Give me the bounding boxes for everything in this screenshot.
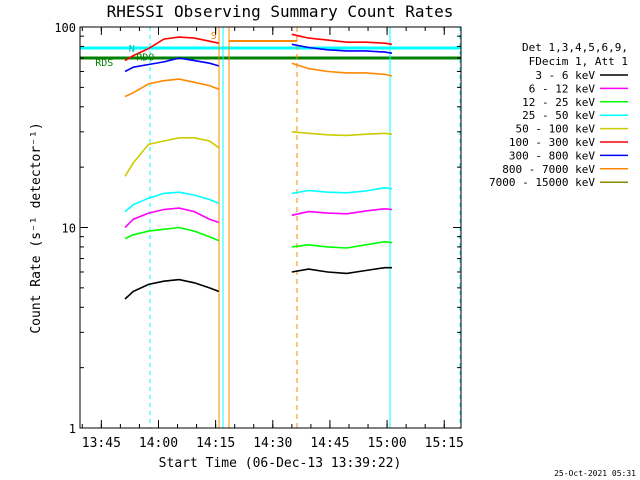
y-tick-label: 1 xyxy=(69,422,76,436)
x-tick-label: 15:15 xyxy=(425,436,464,451)
series-line-100-300-kev-2 xyxy=(291,33,393,46)
legend: Det 1,3,4,5,6,9, FDecim 1, Att 1 3 - 6 k… xyxy=(489,41,628,189)
y-tick-label: 10 xyxy=(62,222,76,236)
series-line-6-12-kev-1 xyxy=(124,207,219,229)
series-line-12-25-kev-2 xyxy=(291,240,393,249)
series-line-6-12-kev-2 xyxy=(291,207,393,217)
series-layer xyxy=(124,33,393,300)
annotation-rds: RDS xyxy=(95,58,113,69)
series-line-50-100-kev-1 xyxy=(124,137,220,177)
legend-label-7000-15000-kev: 7000 - 15000 keV xyxy=(489,176,595,189)
legend-header-2: FDecim 1, Att 1 xyxy=(529,55,628,68)
series-line-25-50-kev-1 xyxy=(124,191,220,213)
x-tick-label: 14:15 xyxy=(196,436,235,451)
series-line-300-800-kev-2 xyxy=(291,43,393,54)
background-indicators xyxy=(80,27,461,428)
annotation-n: N xyxy=(129,44,135,55)
plot-frame xyxy=(79,26,462,429)
series-line-3-6-kev-1 xyxy=(124,278,219,300)
x-tick-label: 14:30 xyxy=(253,436,292,451)
series-line-50-100-kev-2 xyxy=(291,131,393,137)
legend-label-100-300-kev: 100 - 300 keV xyxy=(509,136,595,149)
footer-timestamp: 25-Oct-2021 05:31 xyxy=(554,469,636,478)
series-line-100-300-kev-1 xyxy=(124,36,219,62)
series-line-25-50-kev-2 xyxy=(291,186,393,195)
legend-label-50-100-kev: 50 - 100 keV xyxy=(516,123,596,136)
series-line-3-6-kev-2 xyxy=(291,266,392,275)
x-tick-label: 13:45 xyxy=(82,436,121,451)
series-line-800-7000-kev-1 xyxy=(124,78,219,98)
series-line-12-25-kev-1 xyxy=(124,226,220,242)
series-line-300-800-kev-1 xyxy=(124,57,219,73)
legend-label-3-6-kev: 3 - 6 keV xyxy=(535,69,595,82)
legend-label-12-25-kev: 12 - 25 keV xyxy=(522,96,595,109)
annotation-s: S xyxy=(211,31,217,42)
chart-title: RHESSI Observing Summary Count Rates xyxy=(107,2,454,21)
y-axis: 1 10 100 xyxy=(54,21,461,436)
x-tick-label: 15:00 xyxy=(368,436,407,451)
legend-label-800-7000-kev: 800 - 7000 keV xyxy=(502,163,595,176)
y-axis-label: Count Rate (s⁻¹ detector⁻¹) xyxy=(29,122,44,333)
annotation-rdo: RDO xyxy=(136,53,154,64)
legend-header-1: Det 1,3,4,5,6,9, xyxy=(522,41,628,54)
x-tick-label: 14:00 xyxy=(139,436,178,451)
x-axis-label: Start Time (06-Dec-13 13:39:22) xyxy=(159,456,402,471)
legend-label-25-50-kev: 25 - 50 keV xyxy=(522,109,595,122)
legend-label-6-12-kev: 6 - 12 keV xyxy=(529,82,596,95)
x-tick-label: 14:45 xyxy=(310,436,349,451)
y-tick-label: 100 xyxy=(54,21,76,35)
x-axis: 13:45 14:00 14:15 14:30 14:45 15:00 15:15 xyxy=(82,27,464,451)
series-line-800-7000-kev-2 xyxy=(291,62,393,77)
legend-label-300-800-kev: 300 - 800 keV xyxy=(509,149,595,162)
